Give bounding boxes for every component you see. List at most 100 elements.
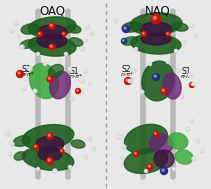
- Ellipse shape: [28, 36, 76, 56]
- Circle shape: [46, 157, 54, 164]
- Circle shape: [187, 128, 188, 129]
- Circle shape: [182, 40, 186, 44]
- Ellipse shape: [37, 34, 67, 48]
- Circle shape: [180, 95, 184, 99]
- Text: n-π*: n-π*: [121, 71, 134, 77]
- Circle shape: [161, 88, 167, 94]
- Circle shape: [18, 72, 20, 74]
- Circle shape: [48, 159, 50, 161]
- Circle shape: [151, 15, 161, 23]
- Circle shape: [167, 33, 168, 34]
- Text: OAQ: OAQ: [39, 4, 65, 17]
- Ellipse shape: [140, 22, 172, 36]
- Circle shape: [153, 74, 160, 81]
- Ellipse shape: [67, 25, 81, 33]
- Ellipse shape: [130, 13, 182, 35]
- Ellipse shape: [175, 150, 193, 164]
- Circle shape: [200, 149, 204, 153]
- Circle shape: [115, 20, 116, 21]
- Circle shape: [133, 70, 134, 71]
- Ellipse shape: [49, 64, 64, 77]
- Circle shape: [80, 79, 84, 83]
- Ellipse shape: [22, 148, 74, 170]
- Circle shape: [20, 45, 24, 49]
- Circle shape: [69, 68, 70, 69]
- Ellipse shape: [21, 24, 39, 34]
- Circle shape: [147, 164, 153, 170]
- Text: S1: S1: [181, 67, 191, 75]
- Circle shape: [148, 165, 150, 167]
- Circle shape: [173, 167, 176, 170]
- Ellipse shape: [30, 64, 58, 99]
- Circle shape: [21, 46, 22, 47]
- Circle shape: [33, 89, 37, 93]
- Circle shape: [50, 45, 52, 47]
- Circle shape: [189, 74, 190, 75]
- Circle shape: [142, 32, 146, 36]
- Circle shape: [84, 39, 88, 43]
- Circle shape: [49, 23, 55, 29]
- Ellipse shape: [20, 40, 36, 48]
- Circle shape: [47, 133, 53, 139]
- Circle shape: [93, 148, 94, 149]
- Ellipse shape: [141, 33, 171, 45]
- Circle shape: [149, 63, 150, 64]
- Text: n-π*: n-π*: [70, 74, 83, 78]
- Circle shape: [69, 166, 70, 167]
- Circle shape: [88, 137, 92, 141]
- Circle shape: [86, 25, 90, 29]
- Circle shape: [84, 155, 88, 159]
- Circle shape: [193, 158, 194, 159]
- Circle shape: [141, 91, 142, 92]
- Circle shape: [118, 135, 123, 139]
- Circle shape: [59, 60, 60, 61]
- Circle shape: [191, 120, 192, 121]
- Ellipse shape: [142, 61, 174, 101]
- Text: NAQ: NAQ: [145, 4, 171, 17]
- Circle shape: [89, 138, 90, 139]
- Circle shape: [140, 90, 144, 94]
- Circle shape: [11, 30, 12, 31]
- Ellipse shape: [149, 134, 173, 154]
- Circle shape: [7, 132, 8, 134]
- Circle shape: [188, 73, 192, 77]
- Text: π-π*: π-π*: [181, 74, 194, 78]
- Ellipse shape: [71, 140, 85, 148]
- Circle shape: [60, 149, 64, 153]
- Circle shape: [196, 139, 200, 143]
- Circle shape: [44, 63, 45, 64]
- Ellipse shape: [172, 23, 188, 31]
- Circle shape: [77, 90, 78, 91]
- Circle shape: [89, 83, 90, 84]
- Circle shape: [34, 90, 35, 91]
- Circle shape: [87, 26, 88, 27]
- Circle shape: [197, 140, 198, 141]
- Circle shape: [135, 48, 136, 49]
- Text: π-π*: π-π*: [22, 71, 35, 77]
- Circle shape: [91, 33, 92, 34]
- Text: S2: S2: [121, 64, 130, 74]
- Circle shape: [81, 48, 82, 49]
- Circle shape: [194, 34, 198, 38]
- Circle shape: [134, 47, 138, 50]
- Circle shape: [189, 83, 195, 88]
- Circle shape: [88, 83, 92, 85]
- Circle shape: [34, 145, 38, 149]
- Circle shape: [54, 170, 55, 171]
- Circle shape: [85, 40, 86, 41]
- Ellipse shape: [124, 124, 168, 154]
- Circle shape: [63, 33, 64, 34]
- Circle shape: [154, 132, 156, 134]
- Circle shape: [37, 167, 39, 170]
- Circle shape: [174, 50, 177, 53]
- Circle shape: [53, 169, 57, 173]
- Circle shape: [122, 145, 126, 149]
- Circle shape: [145, 170, 147, 173]
- Circle shape: [190, 119, 194, 123]
- Circle shape: [114, 19, 118, 23]
- Ellipse shape: [163, 73, 181, 99]
- Circle shape: [5, 132, 11, 136]
- Circle shape: [84, 69, 88, 73]
- Circle shape: [70, 97, 74, 101]
- Circle shape: [195, 35, 196, 36]
